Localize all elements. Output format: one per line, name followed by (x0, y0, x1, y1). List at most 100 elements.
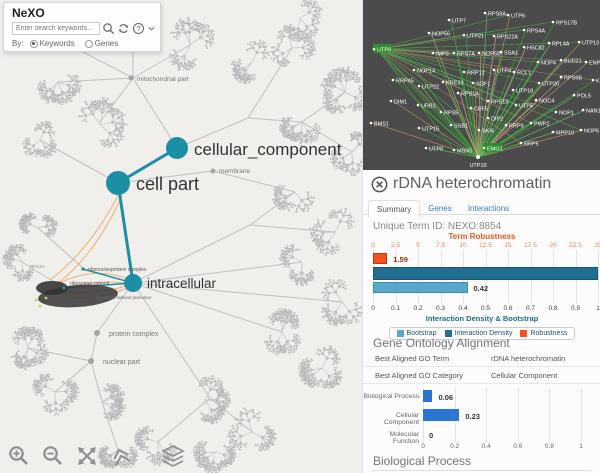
network-node[interactable] (424, 146, 428, 150)
tree-node[interactable] (106, 171, 130, 195)
network-node[interactable] (469, 106, 473, 110)
highlighted-node[interactable] (373, 44, 393, 53)
network-node[interactable] (577, 40, 581, 44)
detail-tabs: Summary Genes Interactions (363, 198, 600, 218)
tree-node-label[interactable]: intracellular (147, 276, 217, 291)
network-node[interactable] (452, 51, 456, 55)
network-node[interactable] (391, 78, 395, 82)
chevron-down-icon[interactable] (147, 24, 156, 33)
network-node[interactable] (486, 116, 490, 120)
network-node[interactable] (559, 75, 563, 79)
network-node[interactable] (441, 80, 445, 84)
radio-circle[interactable] (84, 39, 93, 48)
network-node[interactable] (512, 70, 516, 74)
tree-node-label[interactable]: nuclear part (103, 359, 140, 366)
network-node[interactable] (452, 148, 456, 152)
tree-node-label[interactable]: ribosomal subunit (70, 281, 110, 287)
tab-interactions[interactable]: Interactions (467, 204, 510, 213)
network-node[interactable] (536, 60, 540, 64)
tree-node-label[interactable]: RPS1A (30, 264, 45, 269)
network-node[interactable] (416, 103, 420, 107)
tree-node[interactable] (210, 168, 216, 174)
network-node[interactable] (559, 58, 563, 62)
network-node[interactable] (427, 31, 431, 35)
tree-node-label[interactable]: cell part (136, 174, 199, 194)
tree-node[interactable] (166, 137, 188, 159)
network-node[interactable] (537, 81, 541, 85)
network-node[interactable] (506, 13, 510, 17)
radio-genes[interactable]: Genes (84, 39, 118, 48)
network-node[interactable] (492, 34, 496, 38)
network-node[interactable] (439, 110, 443, 114)
network-node[interactable] (389, 99, 393, 103)
network-node[interactable] (417, 84, 421, 88)
tree-node-label[interactable]: mitochondrial part (137, 76, 189, 83)
network-node[interactable] (417, 126, 421, 130)
network-node[interactable] (477, 51, 481, 55)
zoom-out-button[interactable] (40, 443, 66, 469)
network-node[interactable] (369, 121, 373, 125)
term-network-canvas[interactable]: UTP9 RPS8A UTP6 UTP7 RPS17B NOP56 UTP21 RPS22A R… (363, 0, 600, 170)
network-node[interactable] (591, 78, 595, 82)
network-node[interactable] (579, 128, 583, 132)
network-node[interactable] (492, 68, 496, 72)
network-node[interactable] (551, 130, 555, 134)
tree-node-label[interactable]: protein complex (109, 331, 159, 338)
network-node[interactable] (504, 123, 508, 127)
zoom-in-button[interactable] (6, 443, 32, 469)
search-icon[interactable] (102, 22, 115, 35)
network-node[interactable] (447, 18, 451, 22)
network-node[interactable] (462, 70, 466, 74)
tree-node[interactable] (81, 267, 85, 271)
network-node-label: IMP3 (436, 52, 449, 58)
network-node[interactable] (471, 81, 475, 85)
network-node[interactable] (551, 20, 555, 24)
network-node[interactable] (372, 47, 376, 51)
network-node[interactable] (449, 123, 453, 127)
highlighted-node[interactable] (483, 143, 503, 152)
network-node[interactable] (547, 41, 551, 45)
tree-node-label[interactable]: ribosomal subunit precursor (96, 295, 152, 300)
network-node[interactable] (486, 99, 490, 103)
tree-node[interactable] (128, 75, 134, 81)
ontology-tree-canvas[interactable]: mitochondrial part cellular_componentcell… (0, 0, 362, 473)
fit-to-screen-button[interactable] (74, 443, 100, 469)
network-hub-node[interactable] (476, 155, 480, 159)
network-node[interactable] (529, 121, 533, 125)
network-node[interactable] (482, 146, 486, 150)
tree-node[interactable] (62, 286, 66, 290)
refresh-icon[interactable] (117, 22, 130, 35)
tree-node[interactable] (88, 358, 94, 364)
tab-genes[interactable]: Genes (428, 204, 452, 213)
network-node[interactable] (584, 60, 588, 64)
network-node[interactable] (483, 11, 487, 15)
network-node[interactable] (581, 108, 585, 112)
close-icon[interactable] (371, 176, 388, 193)
network-node[interactable] (499, 50, 503, 54)
layers-button[interactable] (160, 443, 186, 469)
tree-node-label[interactable]: cellular_component (194, 140, 342, 159)
network-node[interactable] (456, 91, 460, 95)
network-node[interactable] (462, 33, 466, 37)
network-node[interactable] (534, 98, 538, 102)
search-input[interactable] (12, 22, 100, 35)
tree-node-label[interactable]: ribonucleoprotein complex (88, 267, 147, 273)
radio-keywords[interactable]: Keywords (29, 39, 75, 48)
tab-summary[interactable]: Summary (368, 200, 421, 218)
network-node[interactable] (522, 45, 526, 49)
help-icon[interactable]: ? (132, 22, 145, 35)
collapse-all-button[interactable] (108, 443, 134, 469)
tree-node[interactable] (124, 274, 142, 292)
network-node[interactable] (572, 93, 576, 97)
network-node[interactable] (511, 88, 515, 92)
network-node[interactable] (522, 28, 526, 32)
network-node[interactable] (412, 68, 416, 72)
network-node[interactable] (477, 128, 481, 132)
network-node[interactable] (554, 110, 558, 114)
tree-node-label[interactable]: membrane (219, 168, 250, 175)
tree-node[interactable] (94, 330, 100, 336)
network-node[interactable] (514, 103, 518, 107)
network-node[interactable] (519, 141, 523, 145)
radio-circle[interactable] (29, 39, 38, 48)
network-node[interactable] (431, 51, 435, 55)
